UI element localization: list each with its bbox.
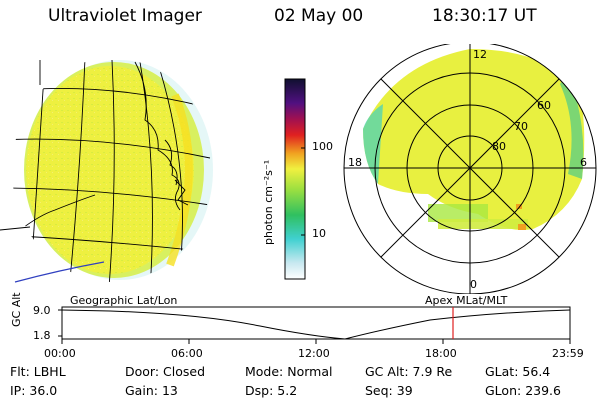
alt-ylabel: GC Alt: [10, 292, 23, 327]
right-panel-caption: Apex MLat/MLT: [425, 294, 508, 307]
alt-xtick-2359: 23:59: [552, 347, 584, 360]
alt-ytick-9: 9.0: [33, 304, 51, 317]
colorbar-tick-10: 10: [312, 227, 326, 240]
time-label: 18:30:17 UT: [432, 6, 537, 26]
lat-label-60: 60: [537, 99, 551, 112]
info-glon: GLon: 239.6: [485, 383, 561, 398]
colorbar-tick-100: 100: [312, 140, 333, 153]
alt-xtick-0000: 00:00: [44, 347, 76, 360]
alt-xtick-1200: 12:00: [298, 347, 330, 360]
instrument-title: Ultraviolet Imager: [48, 6, 202, 26]
info-dsp: Dsp: 5.2: [245, 383, 298, 398]
info-flt: Flt: LBHL: [10, 364, 66, 379]
mlt-label-6: 6: [580, 156, 587, 169]
colorbar: [284, 78, 306, 280]
info-mode: Mode: Normal: [245, 364, 333, 379]
date-label: 02 May 00: [274, 6, 364, 26]
info-door: Door: Closed: [125, 364, 206, 379]
info-ip: IP: 36.0: [10, 383, 58, 398]
lat-label-70: 70: [514, 120, 528, 133]
alt-ytick-1-8: 1.8: [33, 329, 51, 342]
mlt-label-12: 12: [473, 48, 487, 61]
alt-xtick-0600: 06:00: [171, 347, 203, 360]
left-panel-caption: Geographic Lat/Lon: [70, 294, 178, 307]
mlt-label-18: 18: [348, 156, 362, 169]
alt-xtick-1800: 18:00: [425, 347, 457, 360]
colorbar-label: photon cm⁻²s⁻¹: [262, 159, 275, 245]
info-gc-alt: GC Alt: 7.9 Re: [365, 364, 453, 379]
mlt-label-0: 0: [470, 278, 477, 291]
info-gain: Gain: 13: [125, 383, 178, 398]
altitude-plot: [58, 306, 571, 344]
lat-label-80: 80: [492, 140, 506, 153]
info-seq: Seq: 39: [365, 383, 413, 398]
polar-plot: [343, 44, 597, 294]
info-glat: GLat: 56.4: [485, 364, 551, 379]
